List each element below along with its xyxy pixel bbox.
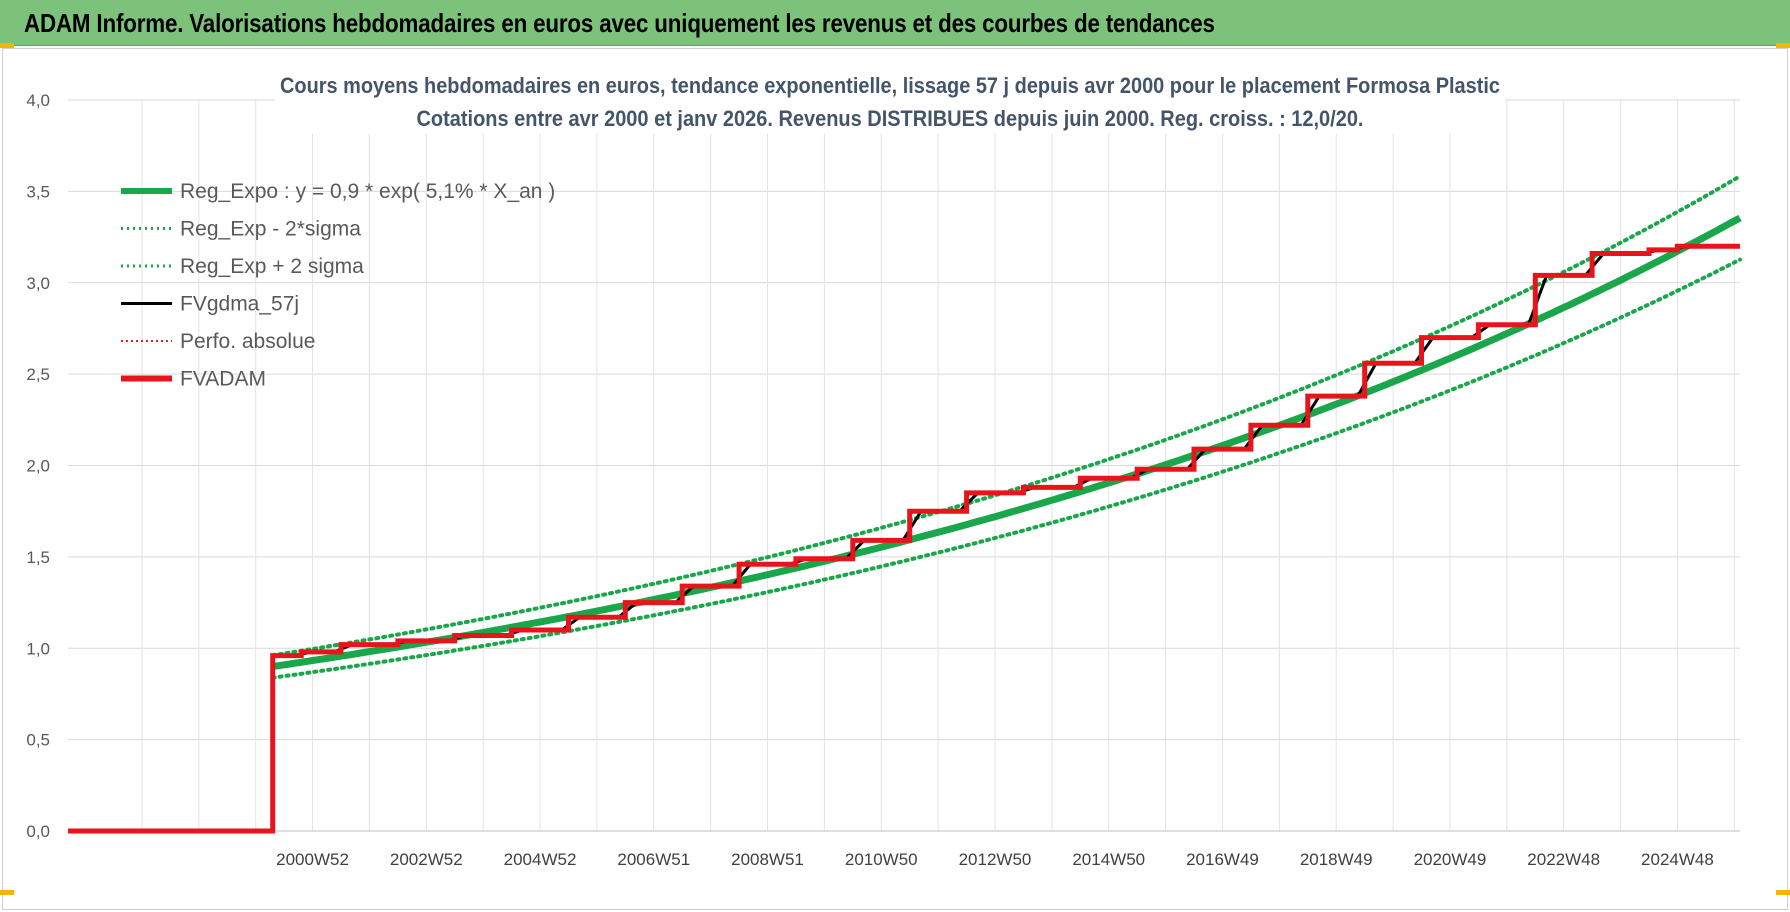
y-tick-label: 1,0 bbox=[26, 639, 50, 658]
x-tick-label: 2014W50 bbox=[1072, 850, 1145, 869]
x-tick-label: 2020W49 bbox=[1414, 850, 1487, 869]
x-tick-label: 2002W52 bbox=[390, 850, 463, 869]
y-tick-label: 3,0 bbox=[26, 274, 50, 293]
legend-label: Reg_Exp - 2*sigma bbox=[180, 218, 361, 241]
chart-frame bbox=[2, 48, 1788, 910]
x-tick-label: 2016W49 bbox=[1186, 850, 1259, 869]
corner-marker-top-left bbox=[0, 43, 14, 48]
x-tick-label: 2010W50 bbox=[845, 850, 918, 869]
y-tick-label: 2,0 bbox=[26, 457, 50, 476]
legend-label: FVADAM bbox=[180, 368, 266, 391]
chart-title: Cours moyens hebdomadaires en euros, ten… bbox=[280, 73, 1500, 98]
x-tick-label: 2022W48 bbox=[1527, 850, 1600, 869]
legend: Reg_Expo : y = 0,9 * exp( 5,1% * X_an ) R… bbox=[121, 180, 555, 391]
x-tick-label: 2008W51 bbox=[731, 850, 804, 869]
y-axis: 0,0 0,5 1,0 1,5 2,0 2,5 3,0 3,5 4,0 bbox=[26, 91, 50, 841]
y-tick-label: 0,5 bbox=[26, 731, 50, 750]
x-tick-label: 2024W48 bbox=[1641, 850, 1714, 869]
y-tick-label: 0,0 bbox=[26, 822, 50, 841]
chart-subtitle: Cotations entre avr 2000 et janv 2026. R… bbox=[417, 106, 1364, 131]
x-tick-label: 2000W52 bbox=[276, 850, 349, 869]
y-tick-label: 3,5 bbox=[26, 182, 50, 201]
x-axis: 2000W52 2002W52 2004W52 2006W51 2008W51 2010W… bbox=[68, 830, 1740, 869]
series-reg-expo bbox=[272, 214, 1742, 670]
corner-marker-bottom-right bbox=[1776, 890, 1790, 895]
x-tick-label: 2006W51 bbox=[617, 850, 690, 869]
legend-label: FVgdma_57j bbox=[180, 293, 299, 316]
corner-marker-top-right bbox=[1776, 43, 1790, 48]
y-tick-label: 4,0 bbox=[26, 91, 50, 110]
header-bar: ADAM Informe. Valorisations hebdomadaire… bbox=[0, 0, 1790, 46]
legend-label: Reg_Expo : y = 0,9 * exp( 5,1% * X_an ) bbox=[180, 180, 555, 203]
series-fvadam bbox=[68, 243, 1740, 834]
x-tick-label: 2012W50 bbox=[959, 850, 1032, 869]
plot-area bbox=[68, 174, 1742, 834]
legend-label: Perfo. absolue bbox=[180, 330, 315, 353]
page-title: ADAM Informe. Valorisations hebdomadaire… bbox=[24, 8, 1215, 38]
chart-title-background bbox=[275, 66, 1505, 134]
x-tick-label: 2004W52 bbox=[504, 850, 577, 869]
series-reg-exp-minus-2sigma bbox=[270, 257, 1742, 680]
legend-label: Reg_Exp + 2 sigma bbox=[180, 255, 364, 278]
y-tick-label: 1,5 bbox=[26, 548, 50, 567]
series-reg-exp-plus-2sigma bbox=[270, 174, 1742, 658]
y-tick-label: 2,5 bbox=[26, 365, 50, 384]
corner-marker-bottom-left bbox=[0, 890, 14, 895]
x-tick-label: 2018W49 bbox=[1300, 850, 1373, 869]
grid bbox=[68, 99, 1740, 832]
